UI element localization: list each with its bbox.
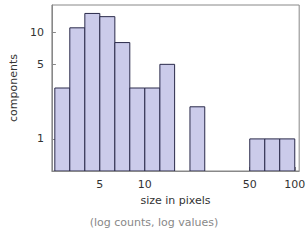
svg-text:size in pixels: size in pixels xyxy=(140,194,210,207)
svg-text:50: 50 xyxy=(243,178,257,191)
svg-text:10: 10 xyxy=(30,26,44,39)
svg-text:(log counts, log values): (log counts, log values) xyxy=(90,216,219,229)
svg-text:1: 1 xyxy=(37,132,44,145)
svg-text:10: 10 xyxy=(138,178,152,191)
svg-text:5: 5 xyxy=(37,58,44,71)
svg-text:5: 5 xyxy=(96,178,103,191)
svg-text:components: components xyxy=(7,54,20,122)
svg-text:100: 100 xyxy=(284,178,305,191)
